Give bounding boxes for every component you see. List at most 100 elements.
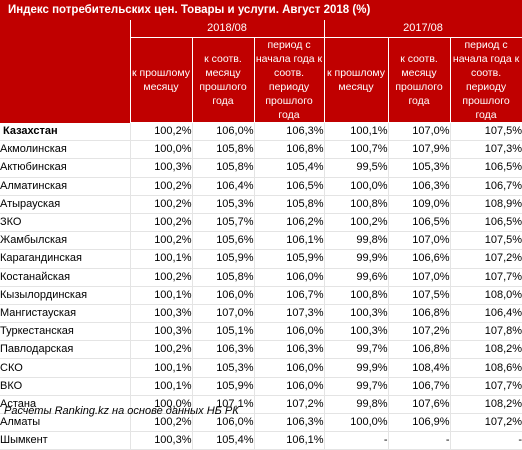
cell-value: 100,1% bbox=[129, 377, 192, 396]
header-period-2017: период с начала года к соотв. периоду пр… bbox=[450, 37, 522, 123]
header-same-month-2018: к соотв. месяцу прошлого года bbox=[192, 37, 255, 123]
cell-value: 99,9% bbox=[323, 358, 389, 378]
row-label: Костанайская bbox=[0, 268, 130, 287]
cell-value: 100,2% bbox=[129, 195, 192, 214]
cell-value: 99,5% bbox=[323, 158, 389, 178]
cell-value: 105,6% bbox=[191, 231, 254, 251]
cell-value: 106,8% bbox=[387, 304, 451, 324]
cell-value: 106,5% bbox=[449, 213, 522, 233]
cell-value: 107,5% bbox=[449, 122, 522, 142]
cell-value: 100,2% bbox=[323, 213, 389, 233]
cell-value: 105,4% bbox=[191, 431, 254, 450]
header-period-2018: период с начала года к соотв. периоду пр… bbox=[254, 37, 325, 123]
cell-value: 107,5% bbox=[449, 231, 522, 251]
row-label: Шымкент bbox=[0, 431, 130, 450]
table-row: Атырауская 100,2% 105,3% 105,8% 100,8% 1… bbox=[0, 195, 522, 214]
cell-value: 108,0% bbox=[449, 286, 522, 305]
cell-value: 108,6% bbox=[449, 358, 522, 378]
row-label: Карагандинская bbox=[0, 249, 130, 269]
cell-value: - bbox=[449, 431, 522, 450]
cell-value: 106,5% bbox=[449, 158, 522, 178]
cell-value: 100,1% bbox=[323, 122, 389, 142]
row-label: СКО bbox=[0, 358, 130, 378]
cell-value: 106,7% bbox=[449, 177, 522, 196]
cell-value: 108,9% bbox=[449, 195, 522, 214]
cell-value: 106,4% bbox=[449, 304, 522, 324]
cell-value: 107,2% bbox=[253, 395, 325, 415]
row-label: Актюбинская bbox=[0, 158, 130, 178]
cell-value: 106,5% bbox=[253, 177, 325, 196]
table-row: Шымкент 100,3% 105,4% 106,1% - - - bbox=[0, 431, 522, 450]
table-title: Индекс потребительских цен. Товары и усл… bbox=[0, 0, 522, 20]
table-row: Казахстан 100,2% 106,0% 106,3% 100,1% 10… bbox=[0, 122, 522, 142]
cell-value: 107,0% bbox=[387, 231, 451, 251]
cell-value: - bbox=[323, 431, 389, 450]
cell-value: 106,0% bbox=[253, 322, 325, 342]
table-row: Актюбинская 100,3% 105,8% 105,4% 99,5% 1… bbox=[0, 158, 522, 178]
cell-value: 100,1% bbox=[129, 286, 192, 305]
cell-value: 106,0% bbox=[191, 122, 254, 142]
cell-value: 105,8% bbox=[191, 140, 254, 160]
cell-value: 106,0% bbox=[253, 377, 325, 396]
header-prev-month-2017: к прошлому месяцу bbox=[324, 37, 389, 123]
cell-value: 107,0% bbox=[191, 304, 254, 324]
row-label: Акмолинская bbox=[0, 140, 130, 160]
table-row: Алматинская 100,2% 106,4% 106,5% 100,0% … bbox=[0, 177, 522, 196]
cell-value: 100,7% bbox=[323, 140, 389, 160]
cell-value: 99,7% bbox=[323, 340, 389, 360]
cell-value: 99,6% bbox=[323, 268, 389, 287]
cell-value: 108,2% bbox=[449, 395, 522, 415]
cell-value: 106,3% bbox=[253, 413, 325, 433]
cell-value: 105,1% bbox=[191, 322, 254, 342]
table-row: СКО 100,1% 105,3% 106,0% 99,9% 108,4% 10… bbox=[0, 358, 522, 378]
cell-value: 106,7% bbox=[253, 286, 325, 305]
cell-value: 105,4% bbox=[253, 158, 325, 178]
cell-value: 106,3% bbox=[253, 122, 325, 142]
cell-value: 107,2% bbox=[449, 249, 522, 269]
row-label: Алматинская bbox=[0, 177, 130, 196]
cell-value: 105,9% bbox=[191, 249, 254, 269]
table-row: ЗКО 100,2% 105,7% 106,2% 100,2% 106,5% 1… bbox=[0, 213, 522, 233]
cell-value: 106,8% bbox=[253, 140, 325, 160]
table-row: Кызылординская 100,1% 106,0% 106,7% 100,… bbox=[0, 286, 522, 305]
cell-value: 105,3% bbox=[191, 358, 254, 378]
cell-value: 100,8% bbox=[323, 195, 389, 214]
cell-value: 106,5% bbox=[387, 213, 451, 233]
cell-value: 100,3% bbox=[129, 304, 192, 324]
cell-value: 107,3% bbox=[253, 304, 325, 324]
table-body: Казахстан 100,2% 106,0% 106,3% 100,1% 10… bbox=[0, 122, 522, 450]
table-row: Астана 100,0% 107,1% 107,2% 99,8% 107,6%… bbox=[0, 395, 522, 415]
table-row: ВКО 100,1% 105,9% 106,0% 99,7% 106,7% 10… bbox=[0, 377, 522, 396]
header-group-2017: 2017/08 bbox=[324, 20, 522, 38]
cell-value: 99,8% bbox=[323, 395, 389, 415]
cell-value: 99,8% bbox=[323, 231, 389, 251]
cell-value: 100,1% bbox=[129, 358, 192, 378]
cell-value: 105,9% bbox=[191, 377, 254, 396]
cell-value: 106,0% bbox=[253, 358, 325, 378]
cell-value: 106,9% bbox=[387, 413, 451, 433]
table-row: Жамбылская 100,2% 105,6% 106,1% 99,8% 10… bbox=[0, 231, 522, 251]
cell-value: 105,3% bbox=[191, 195, 254, 214]
header-prev-month-2018: к прошлому месяцу bbox=[130, 37, 193, 123]
cell-value: 106,1% bbox=[253, 231, 325, 251]
cell-value: 106,3% bbox=[387, 177, 451, 196]
cell-value: 107,9% bbox=[387, 140, 451, 160]
header-corner bbox=[0, 20, 131, 123]
table-row: Карагандинская 100,1% 105,9% 105,9% 99,9… bbox=[0, 249, 522, 269]
table-row: Акмолинская 100,0% 105,8% 106,8% 100,7% … bbox=[0, 140, 522, 160]
row-label: Казахстан bbox=[0, 122, 130, 142]
cell-value: 100,3% bbox=[129, 322, 192, 342]
header-same-month-2017: к соотв. месяцу прошлого года bbox=[388, 37, 451, 123]
cell-value: 100,0% bbox=[323, 177, 389, 196]
cell-value: 100,2% bbox=[129, 177, 192, 196]
cell-value: 106,3% bbox=[191, 340, 254, 360]
cell-value: 100,2% bbox=[129, 122, 192, 142]
row-label: Астана bbox=[0, 395, 130, 415]
cell-value: 107,0% bbox=[387, 122, 451, 142]
cell-value: 107,6% bbox=[387, 395, 451, 415]
row-label: Павлодарская bbox=[0, 340, 130, 360]
cell-value: 100,0% bbox=[129, 395, 192, 415]
cell-value: 107,2% bbox=[387, 322, 451, 342]
cell-value: 106,2% bbox=[253, 213, 325, 233]
cell-value: 100,0% bbox=[323, 413, 389, 433]
